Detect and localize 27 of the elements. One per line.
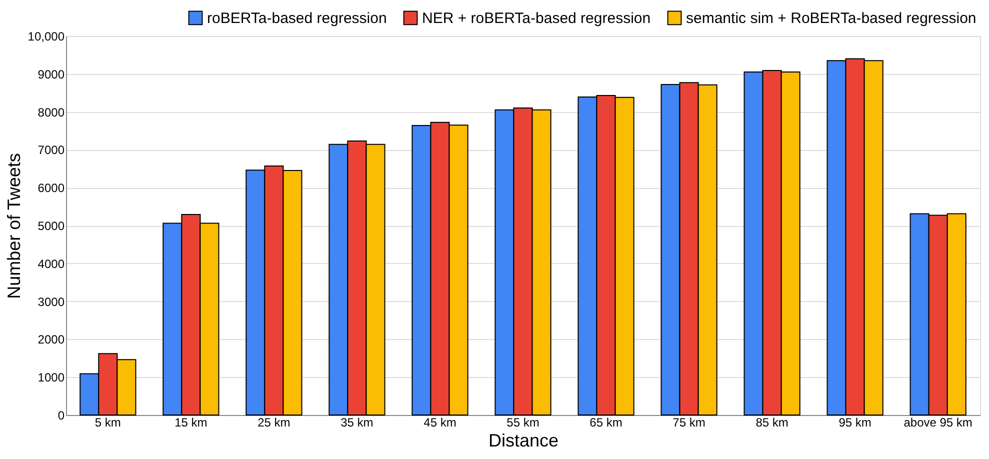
x-tick-label: 75 km	[672, 416, 706, 430]
y-tick-label: 9000	[38, 67, 65, 82]
y-tick-label: 4000	[38, 256, 65, 271]
x-tick-label: 5 km	[94, 416, 121, 430]
x-tick-label: above 95 km	[904, 416, 972, 430]
y-tick-label: 5000	[38, 219, 65, 233]
x-tick-label: 65 km	[590, 416, 622, 430]
y-axis-title: Number of Tweets	[4, 153, 24, 299]
y-tick-label: 6000	[38, 181, 65, 196]
x-tick-label: 85 km	[756, 416, 788, 430]
y-tick-label: 2000	[38, 332, 65, 347]
y-tick-label: 8000	[38, 105, 65, 120]
y-tick-label: 7000	[38, 143, 65, 158]
y-tick-label: 3000	[38, 294, 65, 309]
x-tick-label: 25 km	[258, 416, 290, 430]
x-tick-label: 95 km	[838, 416, 872, 430]
legend-label: semantic sim + RoBERTa-based regression	[686, 10, 976, 27]
legend-label: roBERTa-based regression	[207, 10, 387, 27]
legend-label: NER + roBERTa-based regression	[422, 10, 651, 27]
x-tick-label: 35 km	[340, 416, 374, 430]
y-tick-label: 10,000	[28, 30, 65, 44]
x-axis-title: Distance	[488, 430, 559, 450]
x-tick-label: 45 km	[424, 416, 456, 430]
x-tick-label: 55 km	[506, 416, 540, 430]
y-tick-label: 1000	[38, 370, 65, 385]
y-tick-label: 0	[58, 408, 65, 422]
x-tick-label: 15 km	[174, 416, 208, 430]
